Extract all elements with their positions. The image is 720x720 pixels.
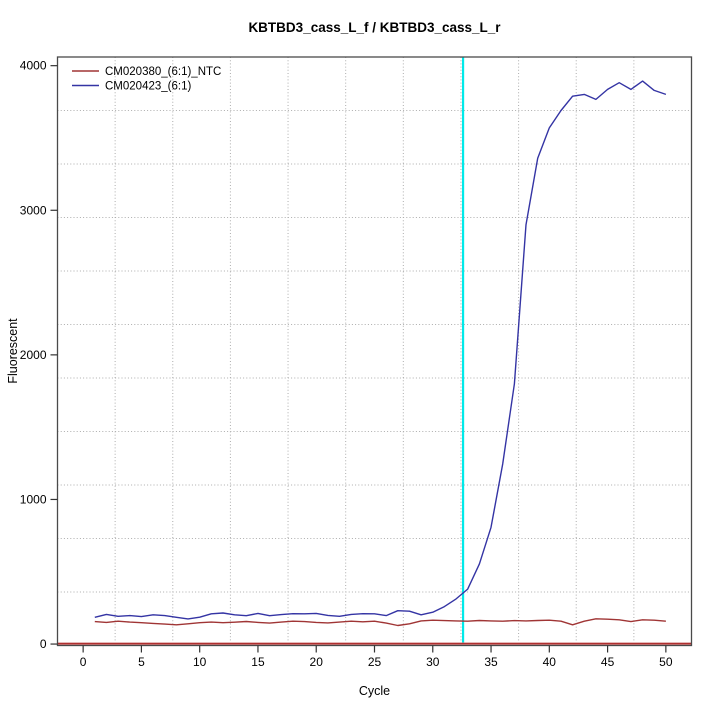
x-tick-label: 10 — [193, 655, 207, 669]
x-tick-label: 0 — [80, 655, 87, 669]
y-tick-label: 4000 — [20, 59, 47, 73]
plot-border — [56, 56, 693, 647]
reference-lines — [57, 57, 692, 646]
y-axis-ticks: 0 1000 2000 3000 4000 — [20, 59, 58, 651]
x-tick-label: 15 — [251, 655, 265, 669]
y-tick-label: 0 — [40, 637, 47, 651]
x-tick-label: 40 — [543, 655, 557, 669]
x-tick-label: 30 — [426, 655, 440, 669]
x-tick-label: 50 — [659, 655, 673, 669]
legend: CM020380_(6:1)_NTC CM020423_(6:1) — [72, 66, 221, 93]
data-series — [94, 80, 667, 627]
x-tick-label: 20 — [310, 655, 324, 669]
chart-title: KBTBD3_cass_L_f / KBTBD3_cass_L_r — [248, 20, 501, 35]
amplification-curve — [94, 80, 667, 620]
y-axis-title: Fluorescent — [6, 318, 20, 384]
x-tick-label: 45 — [601, 655, 615, 669]
y-tick-label: 1000 — [20, 492, 47, 506]
grid-lines — [57, 57, 692, 646]
y-tick-label: 2000 — [20, 348, 47, 362]
x-axis-ticks: 0 5 10 15 20 25 30 35 40 45 50 — [80, 645, 673, 669]
legend-label-sample: CM020423_(6:1) — [105, 81, 191, 93]
ntc-curve — [94, 618, 666, 627]
x-axis-title: Cycle — [359, 684, 390, 698]
x-tick-label: 5 — [138, 655, 145, 669]
x-tick-label: 35 — [484, 655, 498, 669]
y-tick-label: 3000 — [20, 203, 47, 217]
x-tick-label: 25 — [368, 655, 382, 669]
legend-label-ntc: CM020380_(6:1)_NTC — [105, 66, 221, 78]
